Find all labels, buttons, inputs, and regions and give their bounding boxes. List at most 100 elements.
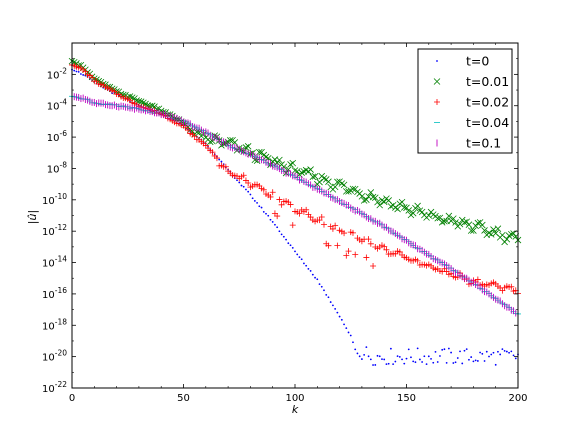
data-point bbox=[421, 361, 424, 363]
data-point bbox=[394, 205, 401, 213]
data-point bbox=[463, 349, 466, 352]
data-point bbox=[405, 207, 413, 214]
data-point bbox=[367, 355, 370, 358]
data-point bbox=[231, 139, 239, 146]
data-point bbox=[320, 175, 328, 182]
data-point bbox=[487, 231, 495, 238]
data-point bbox=[256, 201, 258, 204]
data-point bbox=[209, 149, 216, 156]
data-point bbox=[505, 350, 508, 353]
data-point bbox=[416, 347, 419, 350]
data-point bbox=[481, 227, 488, 234]
data-point bbox=[305, 264, 308, 267]
data-point bbox=[336, 311, 339, 314]
data-point bbox=[278, 230, 281, 233]
data-point bbox=[403, 362, 406, 365]
data-point bbox=[220, 160, 223, 163]
data-point bbox=[387, 203, 395, 210]
data-point bbox=[370, 262, 377, 269]
data-point bbox=[510, 350, 513, 353]
data-point bbox=[245, 180, 252, 187]
y-tick-label: 10-2 bbox=[47, 66, 67, 81]
legend-entry: t=0.01 bbox=[433, 74, 509, 89]
data-point bbox=[418, 208, 426, 216]
legend-label: t=0.1 bbox=[466, 136, 501, 151]
data-point bbox=[501, 348, 504, 351]
data-point bbox=[80, 73, 82, 75]
data-point bbox=[334, 178, 341, 186]
x-tick-label: 100 bbox=[285, 393, 304, 404]
x-tick-label: 150 bbox=[397, 393, 416, 404]
data-point bbox=[238, 181, 241, 184]
data-point bbox=[325, 293, 328, 296]
data-point bbox=[240, 172, 247, 179]
data-point bbox=[494, 225, 502, 232]
data-point bbox=[488, 355, 490, 358]
data-point bbox=[289, 222, 296, 229]
data-point bbox=[381, 243, 388, 250]
data-point bbox=[303, 262, 305, 265]
data-point bbox=[452, 219, 459, 226]
y-tick-label: 10-4 bbox=[47, 98, 67, 113]
data-point bbox=[298, 256, 301, 259]
data-point bbox=[325, 178, 332, 185]
data-point bbox=[441, 217, 448, 225]
data-point bbox=[227, 137, 234, 144]
y-tick-label: 10-16 bbox=[42, 286, 67, 301]
data-point bbox=[494, 363, 497, 366]
plot-area: 0 50 100 150 200 10-22 10-20 10-18 10-16 10-14 10-… bbox=[42, 42, 528, 404]
legend-entry: t=0 bbox=[436, 54, 489, 69]
data-point bbox=[414, 257, 421, 264]
data-point bbox=[445, 212, 453, 220]
data-point bbox=[512, 354, 515, 357]
data-point bbox=[287, 201, 294, 208]
data-point bbox=[307, 268, 310, 270]
data-point bbox=[334, 308, 337, 310]
data-point bbox=[340, 318, 343, 321]
data-point bbox=[454, 361, 457, 364]
data-point bbox=[318, 213, 325, 220]
data-point bbox=[329, 301, 332, 303]
data-point bbox=[483, 360, 486, 362]
data-point bbox=[356, 190, 363, 197]
data-point bbox=[276, 226, 279, 229]
data-point bbox=[372, 364, 374, 366]
data-point bbox=[374, 364, 377, 366]
data-point bbox=[271, 221, 274, 223]
data-point bbox=[280, 233, 283, 236]
legend-marker bbox=[436, 60, 438, 62]
data-point bbox=[499, 353, 502, 356]
data-point bbox=[432, 361, 435, 364]
data-point bbox=[470, 356, 473, 358]
data-point bbox=[262, 211, 265, 213]
data-point bbox=[398, 198, 406, 206]
data-point bbox=[396, 355, 399, 358]
data-point bbox=[320, 221, 327, 228]
data-point bbox=[323, 289, 325, 292]
data-point bbox=[191, 133, 198, 140]
data-point bbox=[367, 240, 374, 247]
data-point bbox=[461, 219, 468, 226]
y-tick-label: 10-18 bbox=[42, 317, 67, 332]
x-tick-label: 0 bbox=[69, 393, 75, 404]
data-point bbox=[381, 358, 383, 361]
data-point bbox=[316, 278, 319, 281]
data-point bbox=[465, 348, 468, 351]
data-point bbox=[401, 358, 403, 361]
legend-entries: t=0 t=0.01 t=0.02 t=0.04 t=0.1 bbox=[433, 54, 509, 151]
data-point bbox=[374, 198, 381, 206]
data-point bbox=[82, 74, 85, 76]
data-point bbox=[276, 156, 283, 164]
data-point bbox=[418, 358, 421, 361]
data-point bbox=[294, 250, 296, 253]
data-point bbox=[383, 246, 390, 253]
data-point bbox=[341, 230, 348, 237]
data-point bbox=[361, 358, 363, 360]
data-point bbox=[371, 194, 379, 202]
data-point bbox=[434, 350, 437, 353]
data-point bbox=[358, 193, 366, 200]
data-point bbox=[423, 355, 426, 358]
data-point bbox=[474, 219, 482, 227]
data-point bbox=[436, 361, 439, 363]
data-point bbox=[269, 189, 276, 196]
